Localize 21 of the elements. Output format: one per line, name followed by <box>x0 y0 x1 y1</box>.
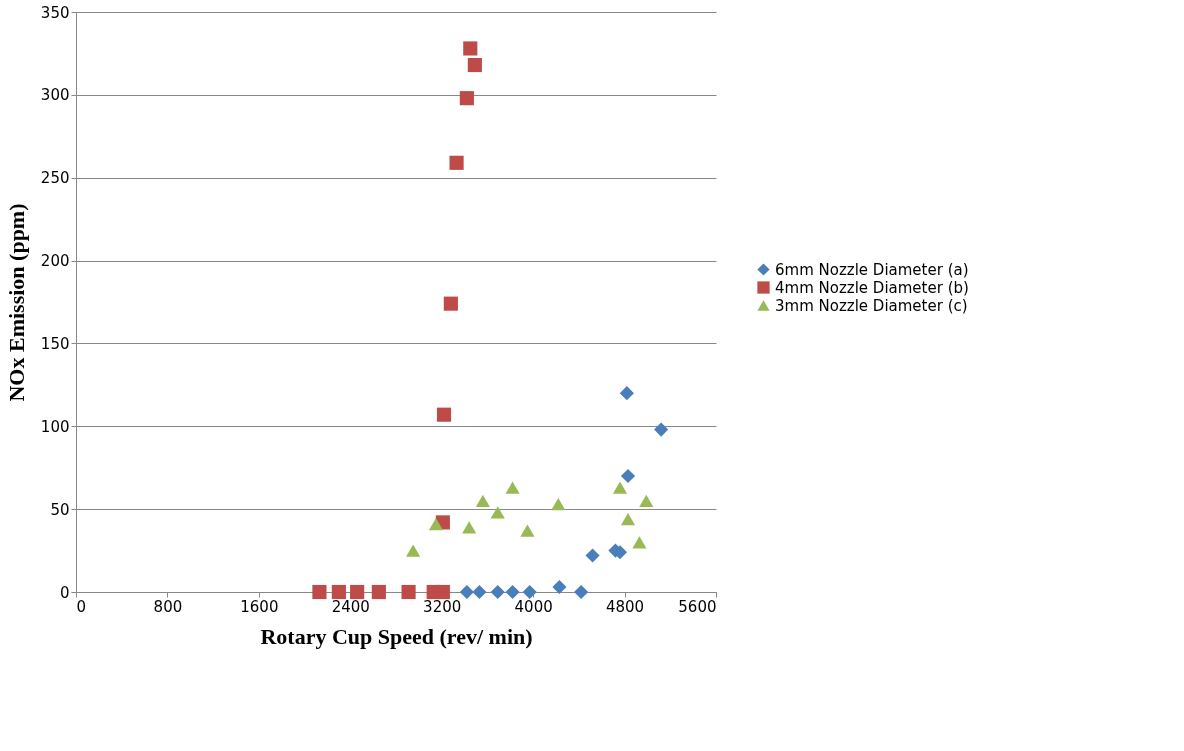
x-tick-label: 3200 <box>423 597 462 616</box>
legend-label: 3mm Nozzle Diameter (c) <box>775 296 968 315</box>
x-tick-label: 2400 <box>331 597 370 616</box>
y-tick-label: 200 <box>40 252 70 271</box>
y-tick-label: 0 <box>59 583 70 602</box>
x-tick-label: 4800 <box>605 597 645 616</box>
x-tick-label: 0 <box>76 597 87 616</box>
y-axis-title: NOx Emission (ppm) <box>3 203 29 402</box>
legend-label: 6mm Nozzle Diameter (a) <box>775 260 969 279</box>
y-tick-label: 50 <box>50 500 70 519</box>
x-tick-label: 1600 <box>240 597 279 616</box>
y-tick-label: 100 <box>40 417 70 436</box>
x-axis-title: Rotary Cup Speed (rev/ min) <box>260 623 533 649</box>
y-tick-label: 150 <box>40 334 70 353</box>
y-tick-label: 350 <box>40 3 70 22</box>
y-tick-label: 250 <box>40 169 70 188</box>
x-tick-label: 800 <box>153 597 183 616</box>
x-tick-label: 5600 <box>678 597 717 616</box>
y-tick-label: 300 <box>40 86 70 105</box>
x-tick-label: 4000 <box>514 597 553 616</box>
legend-label: 4mm Nozzle Diameter (b) <box>775 278 969 297</box>
